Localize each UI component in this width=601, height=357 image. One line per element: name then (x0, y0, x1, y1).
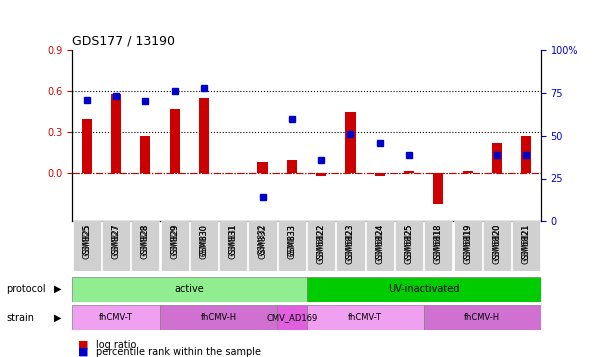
Text: GSM832: GSM832 (258, 224, 267, 259)
Text: GDS177 / 13190: GDS177 / 13190 (72, 34, 175, 47)
FancyBboxPatch shape (278, 221, 306, 271)
Bar (463, 171, 473, 174)
Text: log ratio: log ratio (96, 340, 136, 350)
Text: GSM828: GSM828 (141, 224, 150, 255)
FancyBboxPatch shape (72, 305, 160, 330)
Text: GSM6822: GSM6822 (317, 224, 326, 260)
Text: GSM6822: GSM6822 (317, 224, 326, 264)
Text: GSM833: GSM833 (287, 224, 296, 259)
FancyBboxPatch shape (219, 221, 248, 271)
Bar (346, 112, 356, 174)
FancyBboxPatch shape (337, 221, 365, 271)
Text: GSM825: GSM825 (82, 224, 91, 259)
Text: GSM827: GSM827 (112, 224, 121, 259)
FancyBboxPatch shape (131, 221, 159, 271)
FancyBboxPatch shape (307, 305, 424, 330)
Bar (111, 94, 121, 174)
Text: GSM831: GSM831 (229, 224, 238, 256)
FancyBboxPatch shape (102, 221, 130, 271)
FancyBboxPatch shape (72, 277, 307, 302)
Text: GSM829: GSM829 (170, 224, 179, 259)
Bar (169, 109, 180, 174)
Text: ■: ■ (78, 347, 88, 357)
FancyBboxPatch shape (190, 221, 218, 271)
FancyBboxPatch shape (248, 221, 276, 271)
Bar (140, 136, 150, 174)
Text: ▶: ▶ (54, 313, 61, 323)
Text: ▶: ▶ (54, 284, 61, 294)
Bar (257, 162, 267, 174)
Bar (404, 171, 414, 174)
Text: fhCMV-H: fhCMV-H (201, 313, 237, 322)
Text: GSM833: GSM833 (287, 224, 296, 256)
Text: GSM6818: GSM6818 (434, 224, 443, 260)
Text: GSM6823: GSM6823 (346, 224, 355, 260)
Text: active: active (174, 284, 204, 294)
Text: GSM827: GSM827 (112, 224, 121, 256)
Text: GSM829: GSM829 (170, 224, 179, 256)
Bar (492, 143, 502, 174)
Text: GSM6824: GSM6824 (375, 224, 384, 264)
Bar (316, 174, 326, 176)
Text: GSM830: GSM830 (200, 224, 209, 259)
Text: CMV_AD169: CMV_AD169 (266, 313, 317, 322)
Bar (374, 174, 385, 176)
FancyBboxPatch shape (365, 221, 394, 271)
FancyBboxPatch shape (160, 221, 189, 271)
FancyBboxPatch shape (483, 221, 511, 271)
Bar (433, 174, 444, 203)
FancyBboxPatch shape (73, 221, 101, 271)
FancyBboxPatch shape (395, 221, 423, 271)
Text: GSM6820: GSM6820 (492, 224, 501, 260)
Text: GSM6818: GSM6818 (434, 224, 443, 264)
Text: GSM6825: GSM6825 (404, 224, 413, 264)
Text: GSM828: GSM828 (141, 224, 150, 259)
Text: GSM6819: GSM6819 (463, 224, 472, 260)
Bar (199, 98, 209, 174)
Text: GSM6821: GSM6821 (522, 224, 531, 264)
FancyBboxPatch shape (307, 277, 541, 302)
Text: GSM832: GSM832 (258, 224, 267, 256)
Bar (521, 136, 531, 174)
Text: GSM6820: GSM6820 (492, 224, 501, 264)
Text: GSM831: GSM831 (229, 224, 238, 259)
Text: ■: ■ (78, 340, 88, 350)
Text: GSM6819: GSM6819 (463, 224, 472, 264)
FancyBboxPatch shape (424, 221, 453, 271)
FancyBboxPatch shape (424, 305, 541, 330)
Text: GSM6821: GSM6821 (522, 224, 531, 260)
FancyBboxPatch shape (512, 221, 540, 271)
Bar (82, 119, 92, 174)
FancyBboxPatch shape (307, 221, 335, 271)
Text: percentile rank within the sample: percentile rank within the sample (96, 347, 261, 357)
Text: protocol: protocol (6, 284, 46, 294)
FancyBboxPatch shape (160, 305, 277, 330)
Text: GSM6823: GSM6823 (346, 224, 355, 264)
Text: GSM6824: GSM6824 (375, 224, 384, 260)
FancyBboxPatch shape (454, 221, 482, 271)
Text: GSM6825: GSM6825 (404, 224, 413, 260)
Text: strain: strain (6, 313, 34, 323)
Text: UV-inactivated: UV-inactivated (388, 284, 459, 294)
Text: fhCMV-H: fhCMV-H (464, 313, 501, 322)
FancyBboxPatch shape (277, 305, 307, 330)
Text: GSM830: GSM830 (200, 224, 209, 256)
Text: fhCMV-T: fhCMV-T (348, 313, 382, 322)
Text: fhCMV-T: fhCMV-T (99, 313, 133, 322)
Text: GSM825: GSM825 (82, 224, 91, 256)
Bar (287, 160, 297, 174)
